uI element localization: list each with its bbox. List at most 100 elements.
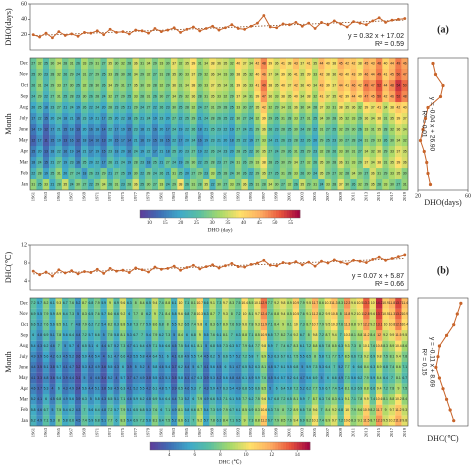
heat-cell xyxy=(260,298,268,309)
point xyxy=(134,28,138,32)
colorbar-segment xyxy=(236,210,239,218)
heat-cell xyxy=(190,179,197,191)
cell-label: 10 xyxy=(179,301,183,305)
point xyxy=(31,269,35,273)
cell-label: 6.1 xyxy=(236,408,241,412)
cell-label: 33 xyxy=(313,72,317,76)
cell-label: 5.3 xyxy=(82,365,87,369)
cell-label: 9.8 xyxy=(313,333,318,337)
heat-cell xyxy=(30,394,37,405)
heat-cell xyxy=(273,340,280,352)
point xyxy=(268,25,272,29)
cell-label: 33 xyxy=(294,171,298,175)
cell-label: 45 xyxy=(390,72,394,76)
heat-cell xyxy=(30,69,37,81)
heat-cell xyxy=(145,168,152,180)
x-axis-title: DHO(days) xyxy=(424,198,462,207)
cell-label: 17 xyxy=(115,127,119,131)
cell-label: 7 xyxy=(231,333,233,337)
cell-label: 6.5 xyxy=(146,301,151,305)
point xyxy=(121,30,125,33)
cell-label: 6.1 xyxy=(172,301,177,305)
cell-label: 44 xyxy=(320,61,324,65)
heat-cell xyxy=(106,124,114,136)
heat-cell xyxy=(388,394,396,405)
cell-label: 30 xyxy=(76,182,80,186)
heat-cell xyxy=(87,330,95,341)
heat-cell xyxy=(331,58,338,70)
cell-label: 5.5 xyxy=(37,312,42,316)
heat-cell xyxy=(279,179,287,191)
heat-cell xyxy=(177,308,184,320)
cell-label: 19 xyxy=(63,160,67,164)
cell-label: 7.8 xyxy=(191,312,196,316)
cell-label: 29 xyxy=(70,72,74,76)
heat-cell xyxy=(369,179,377,191)
heat-cell xyxy=(369,69,377,81)
heat-cell xyxy=(388,415,396,427)
cell-label: 28 xyxy=(147,171,151,175)
x-tick-label: 1975 xyxy=(120,191,125,201)
heat-cell xyxy=(87,102,95,114)
cell-label: 35 xyxy=(262,149,266,153)
point xyxy=(211,24,214,28)
cell-label: 8.9 xyxy=(287,301,292,305)
heat-cell xyxy=(190,58,197,70)
colorbar-segment xyxy=(233,210,237,218)
cell-label: 27 xyxy=(268,149,272,153)
heat-cell xyxy=(126,330,133,341)
row-label: Mar xyxy=(20,397,29,402)
cell-label: 48 xyxy=(390,83,394,87)
heat-cell xyxy=(369,372,377,384)
heat-cell xyxy=(279,146,287,158)
heat-cell xyxy=(55,404,63,416)
heat-cell xyxy=(369,330,377,341)
heat-cell xyxy=(145,124,152,136)
cell-label: 22 xyxy=(230,116,234,120)
cell-label: 36 xyxy=(134,182,138,186)
point xyxy=(217,28,221,32)
heat-cell xyxy=(279,69,287,81)
cell-label: 7.6 xyxy=(69,301,74,305)
heat-cell xyxy=(356,372,364,384)
heat-cell xyxy=(401,58,409,70)
cell-label: 9.4 xyxy=(377,387,382,391)
heat-cell xyxy=(42,91,50,103)
heat-cell xyxy=(100,404,107,416)
cell-label: 5 xyxy=(269,387,271,391)
cell-label: 20 xyxy=(63,171,67,175)
heat-cell xyxy=(106,69,114,81)
heat-cell xyxy=(311,157,319,169)
x-tick-label: 1987 xyxy=(197,427,202,437)
cell-label: 37 xyxy=(332,83,336,87)
point xyxy=(191,25,195,29)
cell-label: 5.8 xyxy=(319,355,324,359)
cell-label: 27 xyxy=(364,171,368,175)
heat-cell xyxy=(36,168,43,180)
heat-cell xyxy=(164,330,171,341)
cell-label: 32 xyxy=(268,105,272,109)
cell-label: 23 xyxy=(313,149,317,153)
cell-label: 8.1 xyxy=(121,333,126,337)
cell-label: 28 xyxy=(127,182,131,186)
heat-cell xyxy=(36,146,43,158)
cell-label: 18 xyxy=(230,138,234,142)
cell-label: 31 xyxy=(249,94,253,98)
cell-label: 5.4 xyxy=(31,344,36,348)
row-label: Nov xyxy=(19,73,28,78)
colorbar-tick-label: 10 xyxy=(244,453,250,458)
heat-cell xyxy=(401,157,409,169)
cell-label: 35 xyxy=(262,171,266,175)
cell-label: 4.1 xyxy=(37,397,42,401)
colorbar-segment xyxy=(244,210,247,218)
heat-cell xyxy=(113,168,120,180)
cell-label: 42 xyxy=(294,83,298,87)
x-tick-label: 1975 xyxy=(120,427,125,437)
cell-label: 8.1 xyxy=(383,397,388,401)
panel-label: (b) xyxy=(437,265,449,276)
cell-label: 29 xyxy=(121,94,125,98)
heat-cell xyxy=(369,383,377,395)
cell-label: 33 xyxy=(384,182,388,186)
cell-label: 8.8 xyxy=(274,312,279,316)
cell-label: 12.2 xyxy=(363,323,370,327)
